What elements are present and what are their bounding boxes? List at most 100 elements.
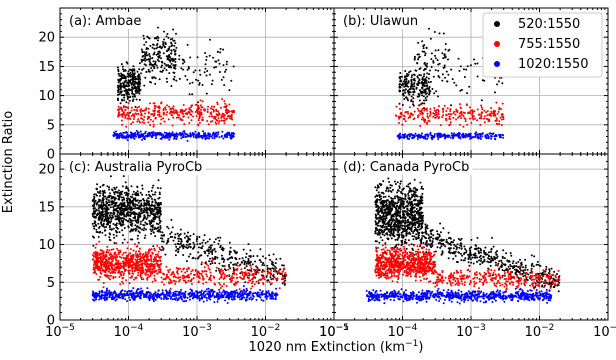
- data-point: [152, 231, 155, 234]
- data-point: [243, 263, 246, 266]
- data-point: [223, 100, 226, 103]
- data-point: [92, 212, 95, 215]
- data-point: [173, 44, 176, 47]
- data-point: [98, 278, 101, 281]
- data-point: [154, 294, 157, 297]
- data-point: [269, 258, 272, 261]
- data-point: [225, 60, 228, 63]
- data-point: [221, 249, 224, 252]
- data-point: [184, 75, 187, 77]
- data-point: [451, 78, 454, 81]
- data-point: [171, 107, 174, 110]
- data-point: [236, 277, 238, 279]
- data-point: [400, 111, 403, 114]
- data-point: [186, 270, 189, 273]
- data-point: [147, 47, 150, 50]
- data-point: [115, 242, 118, 245]
- data-point: [151, 197, 153, 200]
- data-point: [501, 82, 504, 85]
- data-point: [125, 279, 128, 282]
- data-point: [219, 287, 222, 289]
- data-point: [224, 102, 227, 105]
- data-point: [213, 105, 216, 108]
- data-point: [144, 132, 147, 135]
- data-point: [139, 260, 142, 263]
- data-point: [471, 116, 474, 119]
- data-point: [119, 207, 122, 210]
- data-point: [145, 228, 147, 231]
- data-point: [140, 210, 142, 212]
- data-point: [108, 236, 111, 239]
- data-point: [487, 137, 490, 140]
- data-point: [166, 80, 169, 83]
- data-point: [138, 77, 141, 80]
- data-point: [145, 41, 148, 44]
- data-point: [92, 198, 95, 201]
- data-point: [136, 204, 139, 207]
- data-point: [92, 244, 95, 247]
- data-point: [161, 231, 164, 234]
- data-point: [211, 262, 214, 265]
- data-point: [221, 269, 224, 272]
- data-point: [172, 134, 175, 137]
- data-point: [198, 276, 200, 279]
- data-point: [154, 116, 157, 119]
- data-point: [424, 92, 427, 95]
- data-point: [144, 251, 147, 254]
- data-point: [137, 220, 140, 223]
- data-point: [417, 109, 420, 112]
- data-point: [143, 237, 146, 239]
- data-point: [158, 46, 161, 49]
- data-point: [119, 213, 122, 216]
- data-point: [148, 220, 151, 222]
- data-point: [402, 134, 405, 137]
- data-point: [156, 216, 158, 218]
- data-point: [99, 269, 102, 272]
- data-point: [483, 121, 486, 124]
- data-point: [167, 65, 170, 68]
- data-point: [424, 108, 427, 111]
- data-point: [137, 214, 140, 217]
- data-point: [112, 233, 115, 236]
- data-point: [410, 85, 413, 88]
- data-point: [135, 255, 138, 258]
- data-point: [155, 47, 158, 50]
- data-point: [185, 243, 188, 246]
- data-point: [208, 115, 211, 118]
- data-point: [128, 93, 131, 96]
- data-point: [480, 114, 483, 117]
- data-point: [194, 103, 197, 106]
- data-point: [170, 66, 173, 69]
- data-point: [470, 136, 473, 139]
- data-point: [422, 95, 425, 98]
- data-point: [150, 265, 153, 268]
- data-point: [182, 115, 185, 118]
- data-point: [107, 221, 110, 224]
- data-point: [250, 267, 253, 270]
- data-point: [137, 234, 139, 237]
- data-point: [209, 247, 212, 250]
- data-point: [411, 113, 414, 116]
- data-point: [163, 131, 166, 134]
- data-point: [100, 201, 103, 204]
- data-point: [485, 111, 487, 114]
- data-point: [424, 52, 427, 55]
- data-point: [476, 119, 479, 122]
- data-point: [138, 231, 141, 234]
- data-point: [417, 58, 419, 61]
- data-point: [208, 54, 211, 57]
- data-point: [103, 195, 106, 198]
- data-point: [160, 57, 162, 60]
- data-point: [142, 54, 145, 57]
- data-point: [204, 52, 207, 54]
- data-point: [422, 47, 425, 50]
- data-point: [127, 189, 130, 191]
- data-point: [445, 110, 448, 112]
- data-point: [230, 110, 233, 113]
- data-point: [227, 133, 230, 136]
- data-point: [134, 199, 137, 202]
- data-point: [237, 294, 239, 297]
- data-point: [204, 293, 207, 296]
- data-point: [159, 137, 162, 140]
- data-point: [228, 257, 231, 260]
